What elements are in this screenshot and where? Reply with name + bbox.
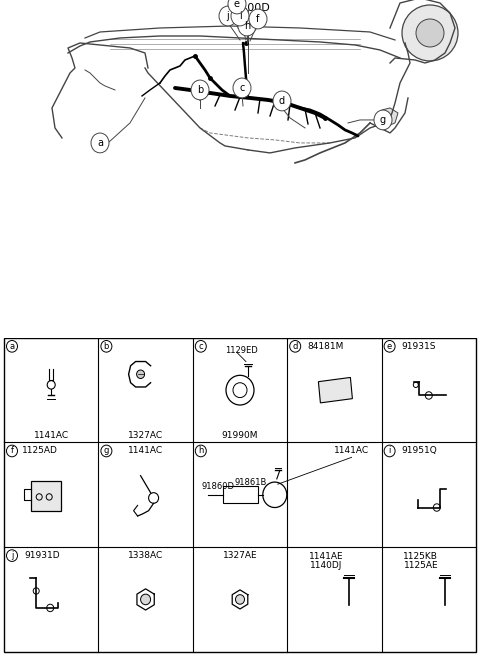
Ellipse shape [219, 6, 237, 26]
Ellipse shape [290, 340, 300, 352]
Text: j: j [227, 11, 229, 21]
Text: g: g [104, 447, 109, 455]
Text: 91931D: 91931D [24, 551, 60, 560]
Ellipse shape [374, 110, 392, 130]
Bar [223, 486, 258, 503]
Circle shape [141, 594, 151, 605]
Text: 1141AC: 1141AC [34, 430, 69, 440]
Text: g: g [380, 115, 386, 125]
Polygon shape [318, 377, 352, 403]
Ellipse shape [228, 0, 246, 14]
Text: 1125AE: 1125AE [404, 561, 438, 569]
Text: 91861B: 91861B [235, 478, 267, 487]
Text: f: f [11, 447, 13, 455]
Text: j: j [11, 551, 13, 560]
Text: 84181M: 84181M [307, 342, 344, 351]
Text: 1141AC: 1141AC [128, 447, 163, 455]
Polygon shape [380, 108, 398, 126]
Text: d: d [292, 342, 298, 351]
Text: 91990M: 91990M [222, 430, 258, 440]
Ellipse shape [195, 445, 206, 457]
Ellipse shape [233, 78, 251, 98]
Ellipse shape [238, 16, 256, 36]
Ellipse shape [195, 340, 206, 352]
Text: 1327AE: 1327AE [223, 551, 257, 560]
Text: 1327AC: 1327AC [128, 430, 163, 440]
Text: b: b [104, 342, 109, 351]
Text: 1129ED: 1129ED [225, 346, 258, 355]
Ellipse shape [7, 340, 17, 352]
Circle shape [137, 370, 144, 379]
Text: i: i [388, 447, 391, 455]
Text: 1125KB: 1125KB [403, 552, 438, 561]
Bar [31, 481, 61, 511]
Text: 1125AD: 1125AD [22, 447, 58, 455]
Text: c: c [240, 83, 245, 93]
Text: e: e [234, 0, 240, 9]
Ellipse shape [7, 550, 17, 562]
Text: 91931S: 91931S [402, 342, 436, 351]
Circle shape [402, 5, 458, 61]
Text: c: c [199, 342, 203, 351]
Circle shape [236, 595, 244, 604]
Text: 1140DJ: 1140DJ [310, 561, 343, 569]
Text: 1141AC: 1141AC [334, 447, 369, 455]
Text: 1141AE: 1141AE [309, 552, 344, 561]
Ellipse shape [273, 91, 291, 111]
Ellipse shape [384, 445, 395, 457]
Circle shape [416, 19, 444, 47]
Text: e: e [387, 342, 392, 351]
Ellipse shape [7, 445, 17, 457]
Ellipse shape [249, 9, 267, 29]
Ellipse shape [384, 340, 395, 352]
Text: d: d [279, 96, 285, 106]
Text: 91951Q: 91951Q [402, 447, 437, 455]
Text: i: i [239, 11, 241, 21]
Text: h: h [244, 21, 250, 31]
Text: 91400D: 91400D [226, 3, 270, 13]
Ellipse shape [191, 80, 209, 100]
Text: b: b [197, 85, 203, 95]
Text: 1338AC: 1338AC [128, 551, 163, 560]
Text: f: f [256, 14, 260, 24]
Text: a: a [10, 342, 14, 351]
Ellipse shape [101, 445, 112, 457]
Ellipse shape [101, 340, 112, 352]
Text: 91860D: 91860D [201, 482, 234, 491]
Ellipse shape [91, 133, 109, 153]
Text: h: h [198, 447, 204, 455]
Text: a: a [97, 138, 103, 148]
Ellipse shape [231, 6, 249, 26]
